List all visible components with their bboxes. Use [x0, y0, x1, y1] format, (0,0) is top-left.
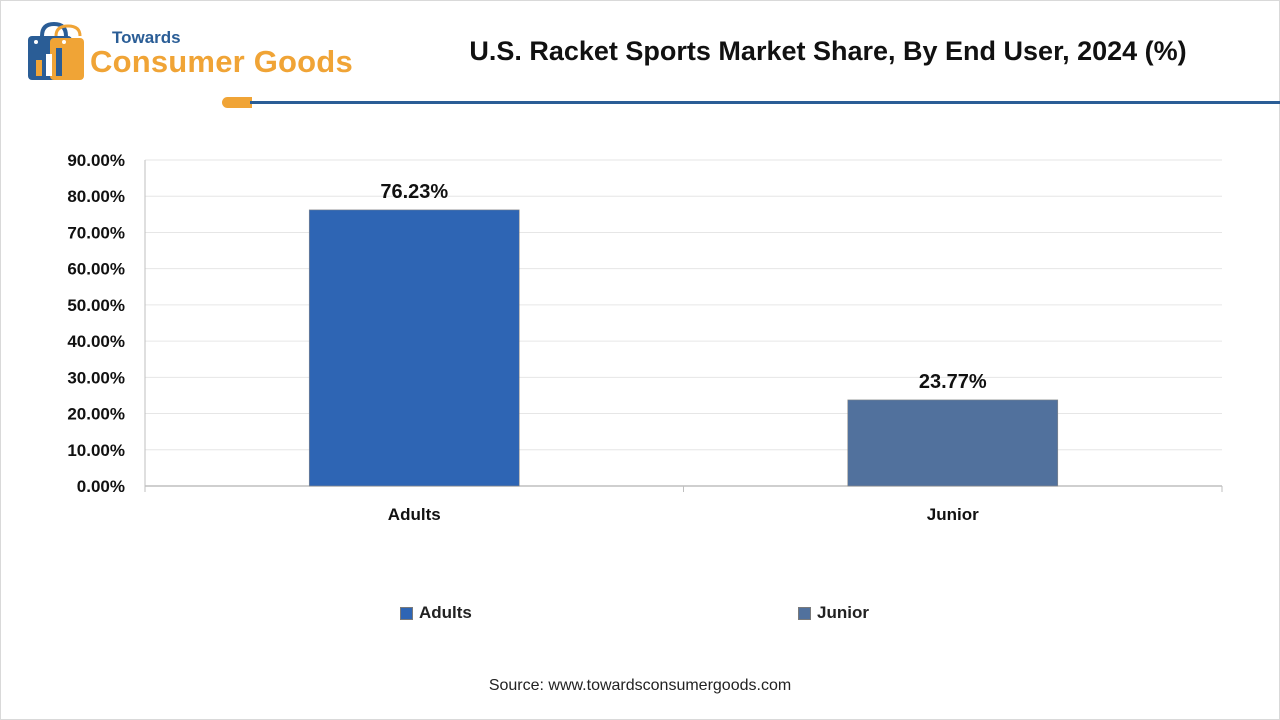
y-tick-label: 50.00%: [67, 296, 125, 315]
title-rule: [250, 101, 1280, 104]
y-tick-label: 10.00%: [67, 441, 125, 460]
data-label: 76.23%: [380, 181, 448, 203]
data-label: 23.77%: [919, 371, 987, 393]
legend-swatch-junior: [798, 606, 811, 620]
y-tick-label: 90.00%: [67, 151, 125, 170]
y-tick-label: 30.00%: [67, 368, 125, 387]
source-note: Source: www.towardsconsumergoods.com: [488, 677, 792, 694]
y-tick-label: 70.00%: [67, 223, 125, 242]
brand-logo: Towards Consumer Goods: [20, 22, 380, 84]
y-tick-label: 40.00%: [67, 332, 125, 351]
logo-main-text: Consumer Goods: [90, 44, 353, 79]
y-tick-label: 80.00%: [67, 187, 125, 206]
x-tick-label: Junior: [927, 505, 979, 524]
legend-swatch-adults: [400, 606, 413, 620]
x-tick-label: Adults: [388, 505, 441, 524]
legend-label-adults: Adults: [419, 603, 472, 622]
bar-adults: [308, 209, 520, 487]
title-rule-accent: [222, 97, 252, 108]
legend-item-junior: Junior: [798, 603, 869, 623]
chart-title: U.S. Racket Sports Market Share, By End …: [469, 36, 1187, 66]
shopping-bag-icon: [28, 22, 84, 80]
bar-junior: [847, 399, 1059, 487]
y-tick-label: 20.00%: [67, 405, 125, 424]
logo-top-text: Towards: [112, 28, 181, 47]
y-tick-label: 0.00%: [77, 477, 125, 496]
legend-label-junior: Junior: [817, 603, 869, 622]
legend-item-adults: Adults: [400, 603, 472, 623]
y-tick-label: 60.00%: [67, 260, 125, 279]
